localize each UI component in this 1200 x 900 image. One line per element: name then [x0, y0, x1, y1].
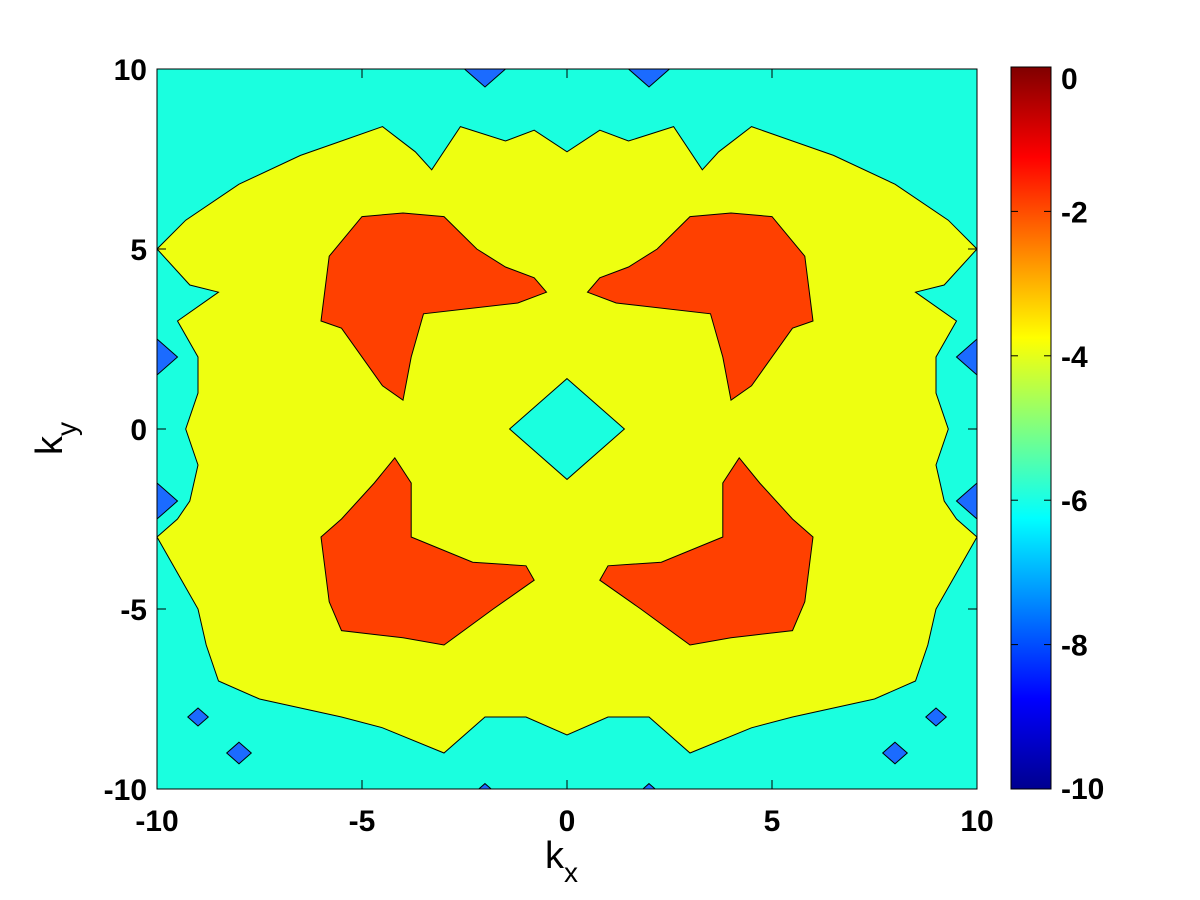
y-axis-ticks: -10 -5 0 5 10	[104, 54, 977, 807]
y-axis-label: ky	[29, 422, 82, 455]
plot-area	[156, 68, 978, 790]
x-axis-ticks: -10 -5 0 5 10	[135, 69, 994, 838]
x-tick-label: 5	[764, 805, 781, 838]
contour-spot	[478, 782, 492, 789]
colorbar-tick-label: -8	[1061, 630, 1088, 663]
x-tick-label: -10	[135, 805, 178, 838]
x-tick-label: 0	[559, 805, 576, 838]
contour-spot	[225, 741, 253, 765]
colorbar: -10 -8 -6 -4 -2 0	[1010, 63, 1104, 806]
y-axis-label-main: k	[29, 435, 71, 455]
contour-lobe-upper-left	[320, 212, 548, 402]
x-axis-label: kx	[545, 835, 578, 888]
y-tick-label: 10	[114, 54, 147, 87]
y-tick-label: -10	[104, 774, 147, 807]
contour-lobe-lower-right	[599, 456, 814, 646]
contour-spot	[187, 707, 210, 727]
contour-spot	[157, 482, 179, 520]
colorbar-tick-label: -2	[1061, 196, 1088, 229]
contour-spot	[955, 338, 977, 376]
y-tick-label: 0	[130, 414, 147, 447]
colorbar-tick-label: -4	[1061, 341, 1088, 374]
contour-lobe-lower-left	[320, 456, 535, 646]
x-axis-label-main: k	[545, 835, 565, 877]
contour-spot	[955, 482, 977, 520]
colorbar-tick-label: -10	[1061, 773, 1104, 806]
contour-center-hole	[508, 377, 626, 481]
colorbar-tick-label: 0	[1061, 63, 1078, 96]
y-tick-label: -5	[120, 594, 147, 627]
contour-spot	[157, 338, 179, 376]
y-axis-label-subscript: y	[51, 422, 82, 436]
contour-spot	[881, 741, 909, 765]
contour-lobe-upper-right	[586, 212, 814, 402]
x-tick-label: 10	[960, 805, 993, 838]
colorbar-gradient	[1010, 66, 1052, 790]
colorbar-tick-label: -6	[1061, 485, 1088, 518]
contour-spot	[627, 69, 671, 88]
y-tick-label: 5	[130, 234, 147, 267]
contour-spot	[925, 707, 948, 727]
contour-spot	[642, 782, 656, 789]
contour-spot	[463, 69, 507, 88]
x-tick-label: -5	[349, 805, 376, 838]
x-axis-label-subscript: x	[564, 857, 578, 888]
colorbar-ticks: -10 -8 -6 -4 -2 0	[1011, 63, 1104, 806]
contour-regions	[157, 69, 977, 789]
